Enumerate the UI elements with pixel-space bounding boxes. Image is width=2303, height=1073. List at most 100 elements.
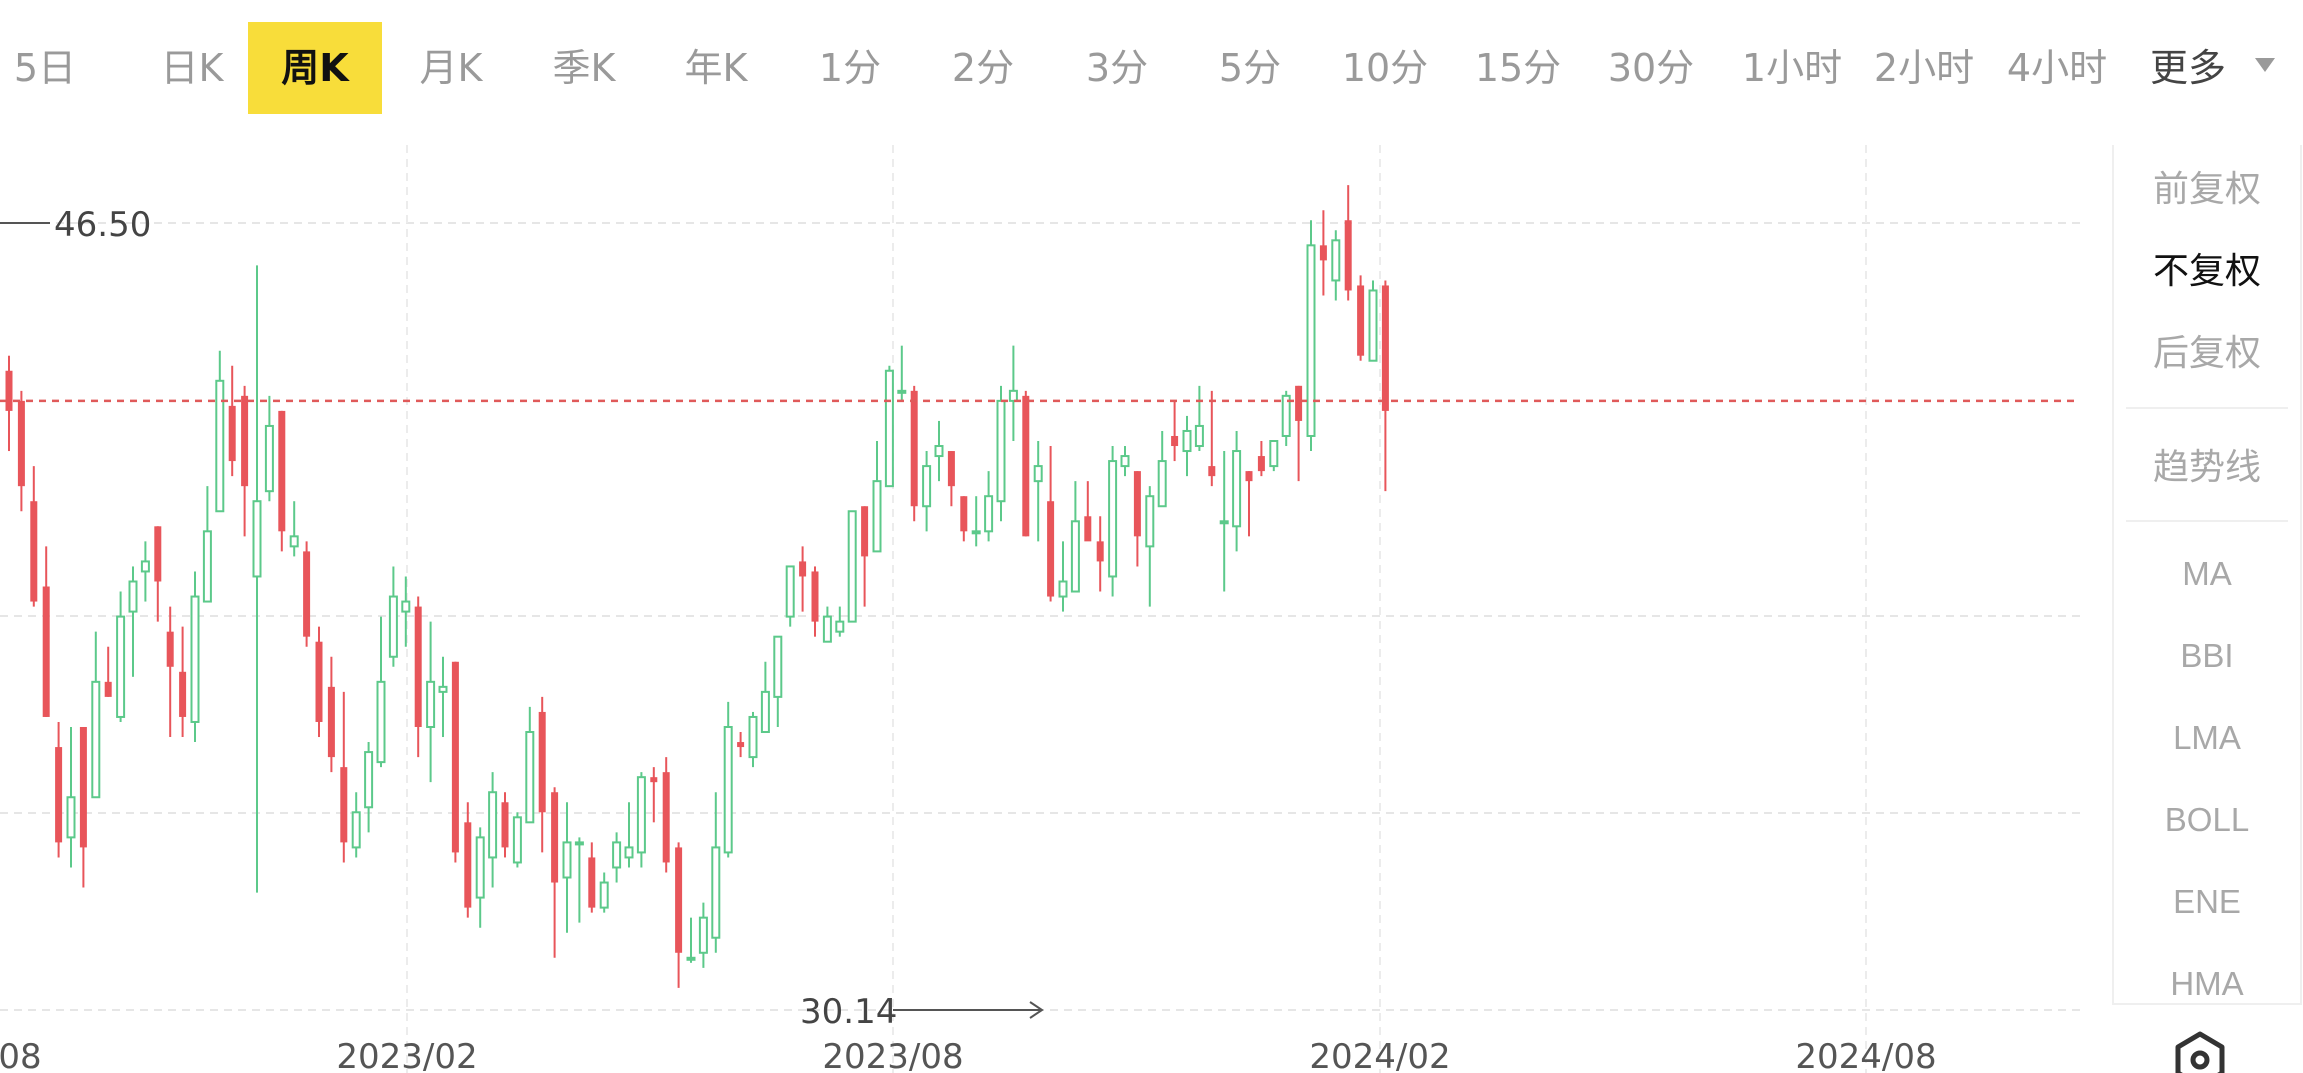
indicator-boll[interactable]: BOLL bbox=[2164, 801, 2250, 838]
candle-body bbox=[1058, 580, 1068, 598]
x-tick-label: 2024/02 bbox=[1309, 1037, 1450, 1073]
candle bbox=[884, 365, 894, 488]
candle bbox=[55, 721, 63, 858]
candle-body bbox=[984, 495, 994, 533]
candle-body bbox=[910, 390, 918, 507]
tab-10min[interactable]: 10分 bbox=[1341, 46, 1429, 90]
option-unadjusted[interactable]: 不复权 bbox=[2152, 251, 2261, 292]
option-forward-adjusted[interactable]: 前复权 bbox=[2152, 169, 2261, 210]
candle-body bbox=[401, 600, 411, 613]
candle-body bbox=[624, 846, 634, 859]
tab-1hour[interactable]: 1小时 bbox=[1741, 46, 1843, 90]
tab-1min[interactable]: 1分 bbox=[818, 46, 882, 90]
candle bbox=[551, 787, 559, 958]
candle-body bbox=[799, 561, 807, 577]
candle bbox=[1245, 471, 1253, 537]
candle bbox=[1096, 516, 1104, 592]
tab-15min[interactable]: 15分 bbox=[1474, 46, 1562, 90]
candle bbox=[872, 441, 882, 553]
candle-body bbox=[327, 686, 335, 758]
candle-body bbox=[91, 680, 101, 799]
tab-5min[interactable]: 5分 bbox=[1218, 46, 1282, 90]
candle bbox=[351, 792, 361, 858]
tab-monthly[interactable]: 月K bbox=[419, 46, 483, 90]
candle bbox=[1295, 385, 1303, 482]
candle-body bbox=[551, 792, 559, 883]
candle bbox=[190, 571, 200, 743]
candle-body bbox=[340, 767, 348, 843]
tab-4hour[interactable]: 4小时 bbox=[2006, 46, 2108, 90]
candle bbox=[30, 466, 38, 607]
candle-body bbox=[1344, 220, 1352, 291]
candle bbox=[1008, 345, 1018, 442]
candle-body bbox=[1368, 289, 1378, 362]
candle-body bbox=[1381, 285, 1389, 411]
indicator-bbi[interactable]: BBI bbox=[2180, 637, 2234, 674]
candle-body bbox=[1133, 471, 1141, 537]
candle-body bbox=[1357, 285, 1365, 356]
candle-body bbox=[562, 841, 572, 879]
candle-body bbox=[662, 772, 670, 863]
candle bbox=[960, 496, 968, 542]
candle-body bbox=[971, 530, 981, 535]
candlestick-chart[interactable]: 46.50 30.14 08 2023/02 2023/08 2024/02 2… bbox=[0, 140, 2080, 1073]
panel-divider bbox=[2126, 520, 2288, 522]
period-tab-bar: 5日 日K 周K 月K 季K 年K 1分 2分 3分 5分 10分 15分 30… bbox=[0, 0, 2303, 130]
candle bbox=[1269, 440, 1279, 472]
tab-quarterly[interactable]: 季K bbox=[552, 46, 616, 90]
candle bbox=[140, 541, 150, 602]
candle bbox=[562, 802, 572, 933]
candle-body bbox=[1245, 471, 1253, 482]
tab-daily[interactable]: 日K bbox=[160, 46, 224, 90]
candle bbox=[166, 606, 174, 738]
candle-body bbox=[686, 956, 696, 961]
candle-body bbox=[190, 595, 200, 723]
candle-body bbox=[438, 685, 448, 693]
max-price-marker: 46.50 bbox=[0, 205, 151, 245]
indicator-hma[interactable]: HMA bbox=[2170, 965, 2244, 1002]
tab-3min[interactable]: 3分 bbox=[1085, 46, 1149, 90]
candle bbox=[1108, 446, 1118, 597]
candle-body bbox=[785, 565, 795, 618]
more-button[interactable]: 更多 bbox=[2150, 46, 2227, 90]
candle bbox=[289, 501, 299, 557]
hexagon-gear-icon[interactable] bbox=[2170, 1030, 2230, 1073]
candle bbox=[711, 792, 721, 953]
candle bbox=[599, 872, 609, 913]
tab-30min[interactable]: 30分 bbox=[1607, 46, 1695, 90]
candle bbox=[588, 842, 596, 913]
candle bbox=[17, 390, 25, 512]
candle-body bbox=[1182, 429, 1192, 453]
candle bbox=[1281, 390, 1291, 447]
candle bbox=[1344, 185, 1352, 301]
candle bbox=[42, 546, 50, 717]
candle bbox=[79, 726, 87, 888]
candle-body bbox=[1084, 516, 1092, 542]
x-tick-label: 2023/08 bbox=[822, 1037, 963, 1073]
tab-5day[interactable]: 5日 bbox=[13, 46, 77, 90]
candle bbox=[1306, 220, 1316, 452]
candle bbox=[1208, 390, 1216, 487]
indicator-lma[interactable]: LMA bbox=[2173, 719, 2241, 756]
candle-body bbox=[1120, 455, 1130, 468]
candle bbox=[971, 496, 981, 547]
candle-body bbox=[1033, 465, 1043, 483]
candle-body bbox=[376, 680, 386, 764]
candle bbox=[1022, 390, 1030, 537]
trendline-button[interactable]: 趋势线 bbox=[2152, 447, 2261, 488]
candle bbox=[675, 842, 683, 988]
max-price-label: 46.50 bbox=[54, 205, 151, 245]
tab-weekly[interactable]: 周K bbox=[248, 22, 382, 114]
tab-2min[interactable]: 2分 bbox=[951, 46, 1015, 90]
candle-body bbox=[278, 410, 286, 532]
indicator-ene[interactable]: ENE bbox=[2173, 883, 2241, 920]
indicator-ma[interactable]: MA bbox=[2182, 555, 2232, 592]
candle-body bbox=[1281, 394, 1291, 437]
option-backward-adjusted[interactable]: 后复权 bbox=[2152, 333, 2261, 374]
candle bbox=[388, 566, 398, 667]
tab-2hour[interactable]: 2小时 bbox=[1873, 46, 1975, 90]
tab-yearly[interactable]: 年K bbox=[684, 46, 748, 90]
candle-body bbox=[104, 681, 112, 697]
candle bbox=[822, 606, 832, 643]
caret-down-icon[interactable] bbox=[2255, 58, 2275, 72]
